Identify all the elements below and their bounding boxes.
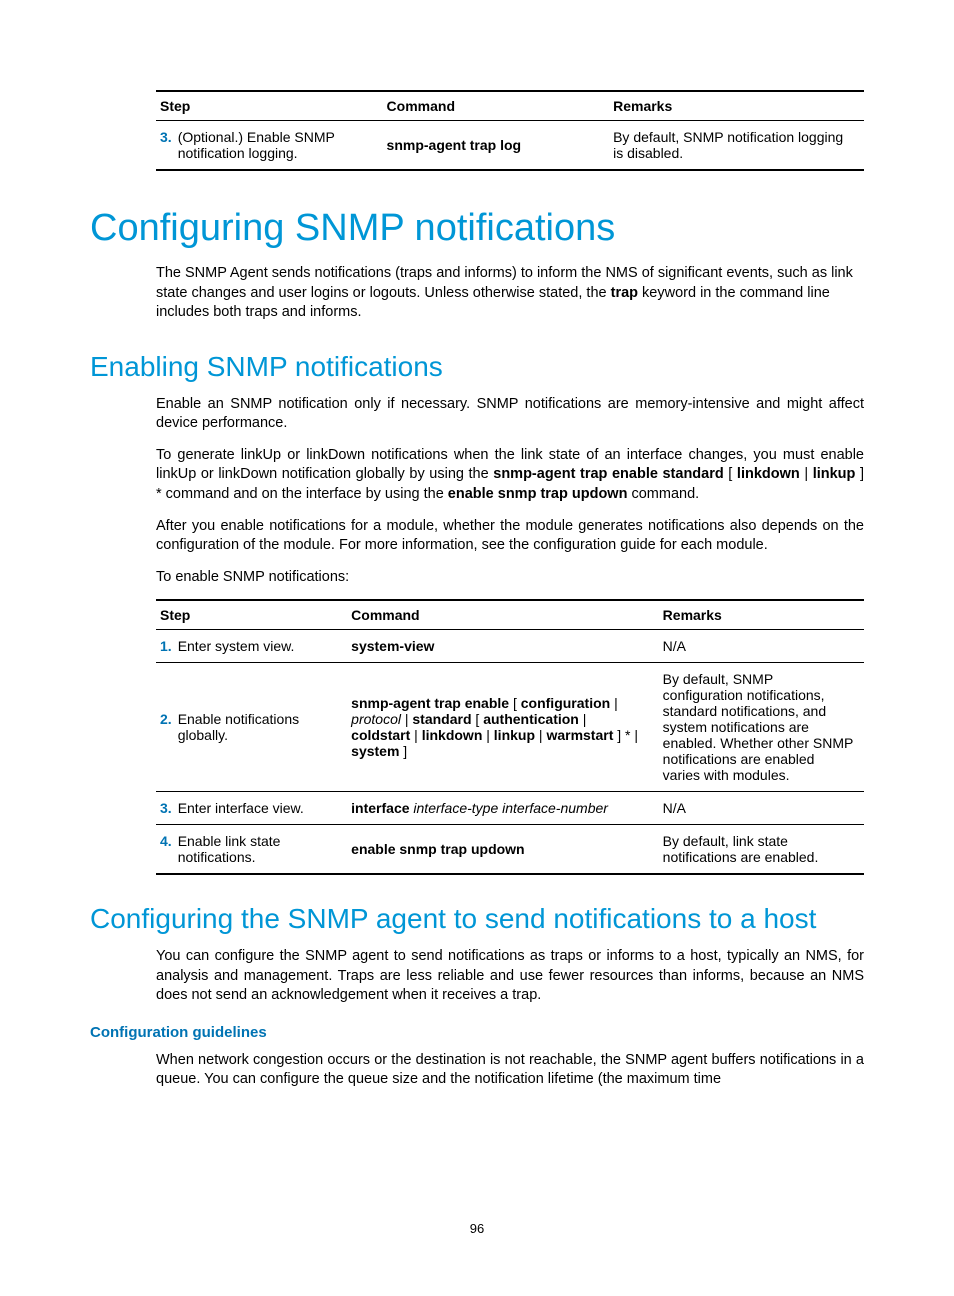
table1-row-num: 3. xyxy=(160,129,172,161)
t2r2-o: linkup xyxy=(494,727,535,743)
p3-e: | xyxy=(800,466,813,482)
t2r2-g: standard xyxy=(412,711,471,727)
para-congestion: When network congestion occurs or the de… xyxy=(90,1051,864,1090)
t2r4-cmd: enable snmp trap updown xyxy=(351,841,524,857)
t2r1-step: Enter system view. xyxy=(172,638,295,654)
heading-configuring-agent-send-host: Configuring the SNMP agent to send notif… xyxy=(90,903,864,935)
table1-row-step: (Optional.) Enable SNMP notification log… xyxy=(172,129,373,161)
t2r2-j: | xyxy=(579,711,587,727)
table2-row-4: 4. Enable link state notifications. enab… xyxy=(156,825,864,875)
table2-wrap: Step Command Remarks 1. Enter system vie… xyxy=(90,599,864,875)
t2r2-e: protocol xyxy=(351,711,401,727)
para-to-enable: To enable SNMP notifications: xyxy=(90,568,864,588)
para-intro: The SNMP Agent sends notifications (trap… xyxy=(90,264,864,323)
t2r2-n: | xyxy=(482,727,493,743)
page-number: 96 xyxy=(0,1221,954,1236)
table1-h-step: Step xyxy=(156,91,383,121)
table1-row: 3. (Optional.) Enable SNMP notification … xyxy=(156,121,864,171)
t2r2-t: ] xyxy=(399,743,407,759)
t2r2-cmd: snmp-agent trap enable [ configuration |… xyxy=(347,663,659,792)
table1-row-command: snmp-agent trap log xyxy=(383,121,610,171)
t2r4-num: 4. xyxy=(160,833,172,865)
para-module-depends: After you enable notifications for a mod… xyxy=(90,517,864,556)
t2r2-d: | xyxy=(610,695,618,711)
p3-c: [ xyxy=(724,466,737,482)
t2r2-k: coldstart xyxy=(351,727,410,743)
table1-row-remarks: By default, SNMP notification logging is… xyxy=(609,121,864,171)
t2r3-b: interface-type interface-number xyxy=(410,800,608,816)
p3-d: linkdown xyxy=(737,466,800,482)
heading-enabling-snmp-notifications: Enabling SNMP notifications xyxy=(90,351,864,383)
table2-row-2: 2. Enable notifications globally. snmp-a… xyxy=(156,663,864,792)
t2r2-c: configuration xyxy=(521,695,610,711)
t2r2-b: [ xyxy=(509,695,521,711)
t2r4-remarks: By default, link state notifications are… xyxy=(659,825,864,875)
t2r3-step: Enter interface view. xyxy=(172,800,304,816)
t2r2-a: snmp-agent trap enable xyxy=(351,695,509,711)
t2r1-remarks: N/A xyxy=(659,630,864,663)
t2r2-r: ] * | xyxy=(613,727,638,743)
t2r1-num: 1. xyxy=(160,638,172,654)
t2r2-i: authentication xyxy=(483,711,579,727)
table2-h-command: Command xyxy=(347,600,659,630)
para-send-host: You can configure the SNMP agent to send… xyxy=(90,947,864,1006)
t2r2-h: [ xyxy=(472,711,484,727)
para-enable-necessary: Enable an SNMP notification only if nece… xyxy=(90,395,864,434)
t2r1-cmd: system-view xyxy=(351,638,434,654)
t2r2-step: Enable notifications globally. xyxy=(172,711,337,743)
t2r2-q: warmstart xyxy=(546,727,613,743)
t2r2-p: | xyxy=(535,727,546,743)
t2r2-m: linkdown xyxy=(422,727,483,743)
para-intro-trap: trap xyxy=(611,285,638,301)
t2r3-cmd: interface interface-type interface-numbe… xyxy=(347,792,659,825)
p3-h: enable snmp trap updown xyxy=(448,486,628,502)
p3-f: linkup xyxy=(813,466,856,482)
t2r2-s: system xyxy=(351,743,399,759)
t2r2-f: | xyxy=(401,711,412,727)
p3-b: snmp-agent trap enable standard xyxy=(493,466,723,482)
table1-h-command: Command xyxy=(383,91,610,121)
table1: Step Command Remarks 3. (Optional.) Enab… xyxy=(156,90,864,171)
t2r2-num: 2. xyxy=(160,711,172,743)
table2: Step Command Remarks 1. Enter system vie… xyxy=(156,599,864,875)
table2-row-3: 3. Enter interface view. interface inter… xyxy=(156,792,864,825)
t2r3-a: interface xyxy=(351,800,409,816)
para-linkup-linkdown: To generate linkUp or linkDown notificat… xyxy=(90,446,864,505)
t2r4-step: Enable link state notifications. xyxy=(172,833,337,865)
p3-i: command. xyxy=(627,486,699,502)
table2-h-step: Step xyxy=(156,600,347,630)
t2r2-l: | xyxy=(410,727,421,743)
table2-h-remarks: Remarks xyxy=(659,600,864,630)
table1-wrap: Step Command Remarks 3. (Optional.) Enab… xyxy=(90,90,864,171)
t2r2-remarks: By default, SNMP configuration notificat… xyxy=(659,663,864,792)
heading-configuring-snmp-notifications: Configuring SNMP notifications xyxy=(90,207,864,250)
t2r3-num: 3. xyxy=(160,800,172,816)
heading-configuration-guidelines: Configuration guidelines xyxy=(90,1024,864,1041)
table2-row-1: 1. Enter system view. system-view N/A xyxy=(156,630,864,663)
table1-h-remarks: Remarks xyxy=(609,91,864,121)
t2r3-remarks: N/A xyxy=(659,792,864,825)
